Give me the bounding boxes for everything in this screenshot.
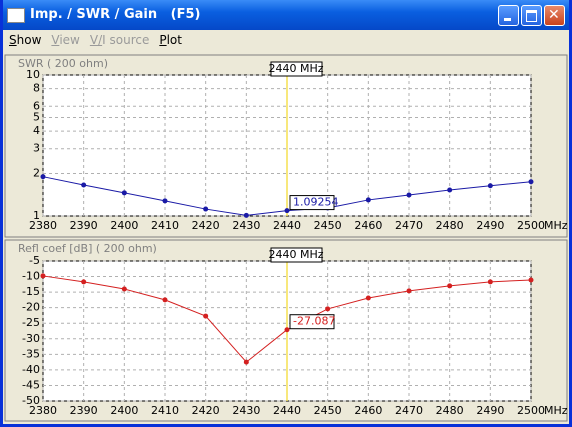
data-point (40, 273, 46, 279)
menu-item[interactable]: View (51, 33, 80, 47)
x-tick-label: 2390 (70, 404, 98, 417)
x-tick-label: 2460 (354, 219, 382, 232)
x-tick-label: 2430 (232, 219, 260, 232)
y-tick-label: 6 (33, 99, 40, 112)
data-point (365, 197, 371, 203)
x-tick-label: 2500 (517, 219, 545, 232)
data-point (487, 279, 493, 285)
app-icon (7, 8, 25, 23)
data-point (162, 198, 168, 204)
y-tick-label: 8 (33, 82, 40, 95)
y-tick-label: -50 (22, 394, 40, 407)
y-axis-label: Refl coef [dB] ( 200 ohm) (18, 242, 157, 255)
x-tick-label: 2500 (517, 404, 545, 417)
data-point (528, 179, 534, 185)
cursor-label-box (270, 61, 323, 77)
data-point (162, 297, 168, 303)
maximize-button[interactable] (521, 5, 542, 26)
x-tick-label: 2470 (395, 219, 423, 232)
data-point (325, 306, 331, 312)
y-tick-label: -35 (22, 347, 40, 360)
y-axis-label: SWR ( 200 ohm) (18, 57, 108, 70)
data-point (203, 313, 209, 319)
y-tick-label: -5 (29, 254, 40, 267)
y-tick-label: -40 (22, 363, 40, 376)
data-point (121, 190, 127, 196)
x-tick-label: 2450 (314, 404, 342, 417)
data-point (406, 288, 412, 294)
marker-value-label: -27.087 (293, 315, 335, 328)
data-point (284, 208, 290, 214)
window-title: Imp. / SWR / Gain (F5) (30, 7, 201, 22)
x-tick-label: 2480 (436, 404, 464, 417)
x-tick-label: 2430 (232, 404, 260, 417)
data-point (40, 174, 46, 180)
data-point (81, 182, 87, 188)
menu-item[interactable]: Plot (159, 33, 182, 47)
data-point (284, 327, 290, 333)
y-tick-label: -45 (22, 378, 40, 391)
x-axis-unit: MHz (544, 404, 568, 417)
y-tick-label: 2 (33, 167, 40, 180)
data-point (365, 295, 371, 301)
y-tick-label: -10 (22, 270, 40, 283)
y-tick-label: -25 (22, 316, 40, 329)
x-tick-label: 2460 (354, 404, 382, 417)
data-point (528, 277, 534, 283)
data-point (243, 359, 249, 365)
data-point (406, 192, 412, 198)
y-tick-label: -30 (22, 332, 40, 345)
data-point (243, 212, 249, 218)
menu-item[interactable]: Show (9, 33, 42, 47)
x-tick-label: 2440 (273, 404, 301, 417)
data-point (447, 283, 453, 289)
y-tick-label: 5 (33, 110, 40, 123)
x-tick-label: 2400 (110, 404, 138, 417)
marker-label-box (289, 195, 335, 211)
y-tick-label: 4 (33, 124, 40, 137)
x-tick-label: 2380 (29, 219, 57, 232)
close-button[interactable]: ✕ (544, 5, 565, 26)
x-tick-label: 2440 (273, 219, 301, 232)
y-tick-label: -20 (22, 301, 40, 314)
menu-item[interactable]: V/I source (89, 33, 150, 47)
y-tick-label: 10 (26, 68, 40, 81)
data-point (487, 183, 493, 189)
y-tick-label: -15 (22, 285, 40, 298)
x-tick-label: 2420 (192, 404, 220, 417)
y-tick-label: 3 (33, 142, 40, 155)
x-axis-unit: MHz (544, 219, 568, 232)
x-tick-label: 2470 (395, 404, 423, 417)
data-point (81, 279, 87, 285)
title-bar: Imp. / SWR / Gain (F5) ✕ (0, 0, 572, 30)
data-point (121, 286, 127, 292)
x-tick-label: 2490 (476, 404, 504, 417)
x-tick-label: 2480 (436, 219, 464, 232)
cursor-label: 2440 MHz (268, 62, 323, 75)
x-tick-label: 2490 (476, 219, 504, 232)
marker-value-label: 1.09254 (293, 196, 339, 209)
data-point (203, 206, 209, 212)
x-tick-label: 2410 (151, 219, 179, 232)
x-tick-label: 2400 (110, 219, 138, 232)
x-tick-label: 2380 (29, 404, 57, 417)
menu-bar: Show View V/I source Plot (3, 30, 569, 50)
x-tick-label: 2450 (314, 219, 342, 232)
x-tick-label: 2410 (151, 404, 179, 417)
x-tick-label: 2420 (192, 219, 220, 232)
data-point (447, 187, 453, 193)
cursor-label-box (270, 247, 323, 263)
minimize-button[interactable] (498, 5, 519, 26)
marker-label-box (289, 314, 335, 330)
x-tick-label: 2390 (70, 219, 98, 232)
y-tick-label: 1 (33, 209, 40, 222)
cursor-label: 2440 MHz (268, 248, 323, 261)
